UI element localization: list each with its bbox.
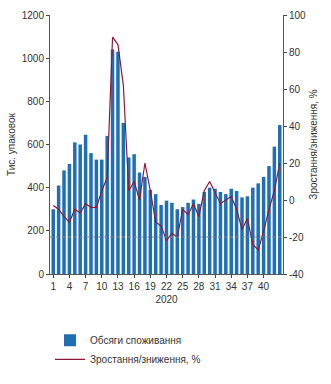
svg-text:-40: -40 bbox=[289, 269, 304, 280]
svg-text:800: 800 bbox=[27, 96, 44, 107]
svg-text:20: 20 bbox=[289, 158, 301, 169]
svg-text:19: 19 bbox=[145, 281, 157, 292]
svg-text:22: 22 bbox=[161, 281, 173, 292]
svg-text:-20: -20 bbox=[289, 232, 304, 243]
svg-text:1000: 1000 bbox=[22, 53, 45, 64]
svg-text:Обсяги споживання: Обсяги споживання bbox=[90, 335, 181, 346]
svg-text:40: 40 bbox=[289, 121, 301, 132]
svg-text:80: 80 bbox=[289, 47, 301, 58]
svg-text:0: 0 bbox=[38, 269, 44, 280]
svg-text:28: 28 bbox=[193, 281, 205, 292]
svg-text:600: 600 bbox=[27, 139, 44, 150]
svg-text:16: 16 bbox=[129, 281, 141, 292]
svg-text:4: 4 bbox=[67, 281, 73, 292]
svg-text:400: 400 bbox=[27, 182, 44, 193]
svg-text:Тис. упаковок: Тис. упаковок bbox=[6, 112, 17, 176]
svg-text:Зростання/зниження, %: Зростання/зниження, % bbox=[308, 89, 319, 199]
svg-text:100: 100 bbox=[289, 10, 306, 21]
svg-text:10: 10 bbox=[96, 281, 108, 292]
svg-text:1: 1 bbox=[50, 281, 56, 292]
svg-text:31: 31 bbox=[209, 281, 221, 292]
svg-text:37: 37 bbox=[242, 281, 254, 292]
svg-text:2020: 2020 bbox=[155, 294, 178, 305]
svg-text:25: 25 bbox=[177, 281, 189, 292]
svg-text:7: 7 bbox=[83, 281, 89, 292]
svg-text:13: 13 bbox=[112, 281, 124, 292]
svg-text:0: 0 bbox=[289, 195, 295, 206]
svg-text:1200: 1200 bbox=[22, 10, 45, 21]
svg-text:40: 40 bbox=[258, 281, 270, 292]
svg-text:Зростання/зниження, %: Зростання/зниження, % bbox=[90, 354, 200, 365]
svg-text:60: 60 bbox=[289, 84, 301, 95]
svg-text:34: 34 bbox=[226, 281, 238, 292]
svg-text:200: 200 bbox=[27, 225, 44, 236]
